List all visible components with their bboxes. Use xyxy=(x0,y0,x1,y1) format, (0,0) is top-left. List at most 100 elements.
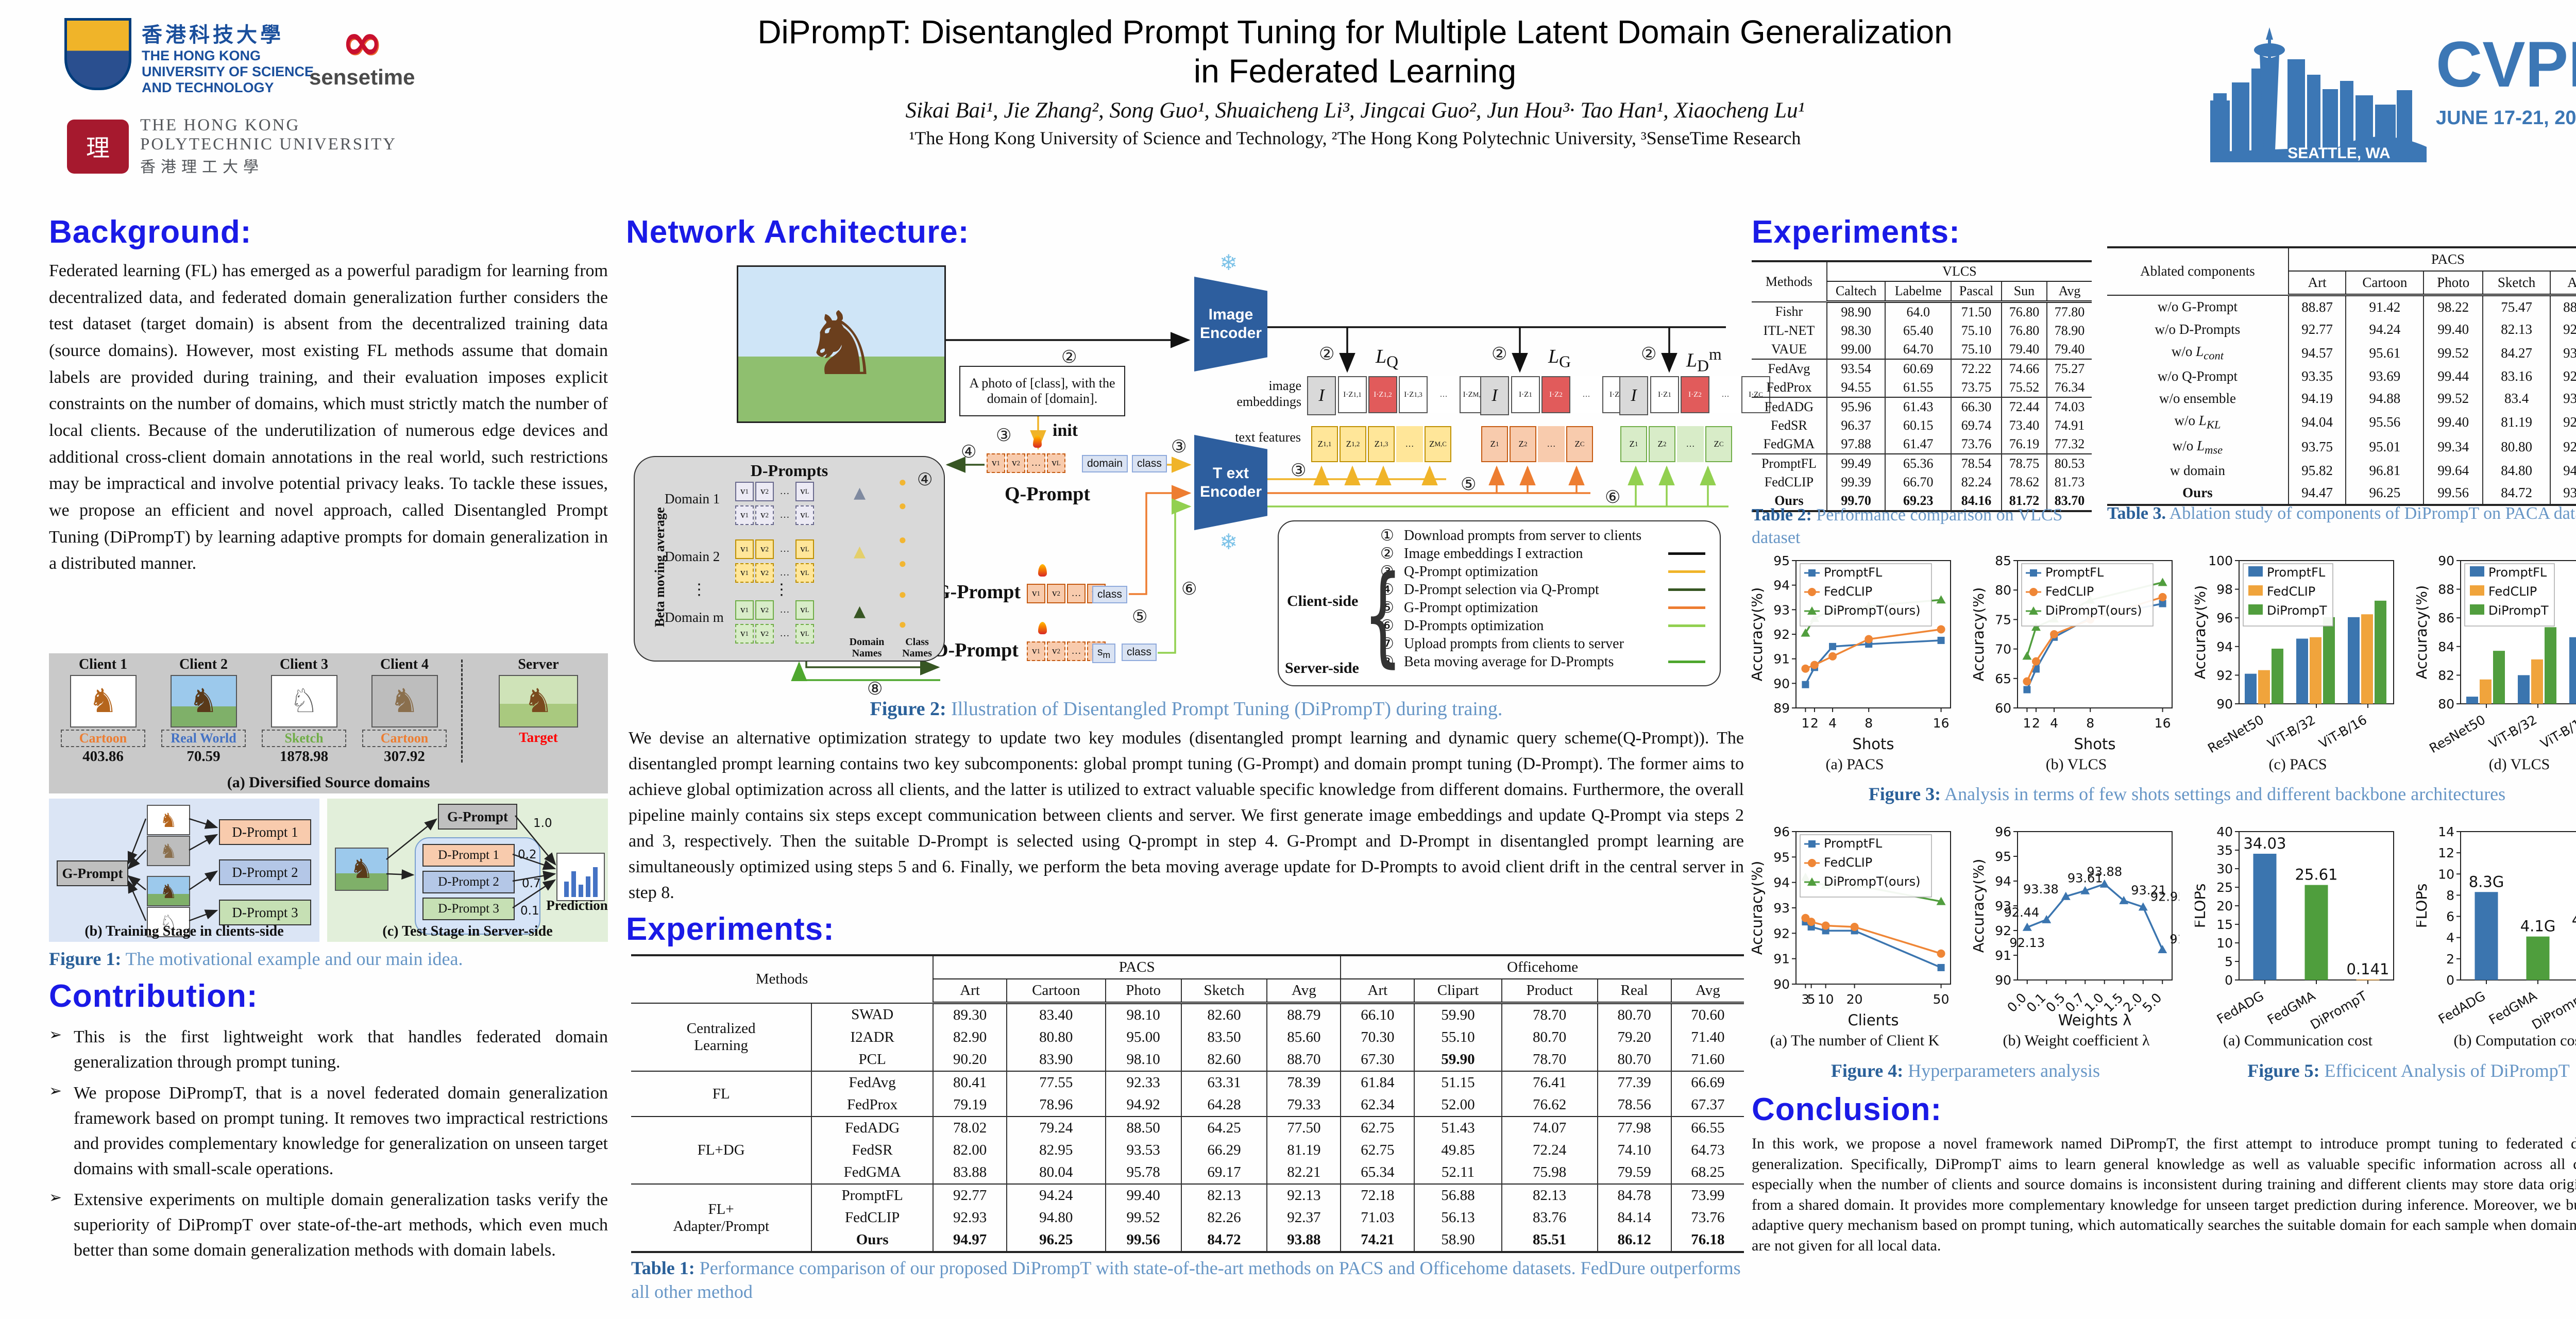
prompt-token: I·Z 1,2 xyxy=(1368,376,1397,413)
table-cell: 78.70 xyxy=(1501,1003,1598,1026)
svg-text:PromptFL: PromptFL xyxy=(2045,565,2104,580)
domain-2-label: Domain 2 xyxy=(665,549,720,564)
prompt-token: … xyxy=(1677,426,1704,462)
table-cell: 95.00 xyxy=(1105,1026,1181,1049)
figure1-caption-text: The motivational example and our main id… xyxy=(121,949,463,969)
svg-text:92.95: 92.95 xyxy=(2150,889,2179,904)
poster-title-line2: in Federated Learning xyxy=(1193,52,1517,90)
table-row: FedAvg 93.54 60.69 72.22 74.66 75.27 xyxy=(1752,359,2092,378)
prompt-token: … xyxy=(1538,426,1565,462)
table-cell: 94.88 xyxy=(2345,387,2424,410)
svg-text:90: 90 xyxy=(1773,676,1790,691)
table-cell: 89.30 xyxy=(933,1003,1007,1026)
domain-m-tokens-avg: v 1 v 2 … v L xyxy=(735,624,816,644)
svg-text:4.7G: 4.7G xyxy=(2572,911,2576,928)
horse-image-cartoon2: ♞ xyxy=(371,675,438,728)
domain-label: Cartoon xyxy=(61,730,145,747)
svg-text:96: 96 xyxy=(2216,611,2233,625)
table-cell: 85.51 xyxy=(1501,1229,1598,1252)
svg-text:98: 98 xyxy=(2216,582,2233,597)
svg-text:ViT-B/32: ViT-B/32 xyxy=(2486,712,2539,751)
g-prompt-label: G-Prompt xyxy=(935,581,1021,603)
method-paragraph: We devise an alternative optimization st… xyxy=(629,729,1744,902)
domain-1-tokens-avg: v 1 v 2 … v L xyxy=(735,505,816,525)
domain-triangle-icon: ▲ xyxy=(854,602,866,620)
d-prompts-panel: D-Prompts Beta moving average Domain 1 v… xyxy=(634,456,945,662)
svg-text:25.61: 25.61 xyxy=(2295,866,2337,884)
prompt-token: … xyxy=(779,628,790,639)
domain-2-tokens: v 1 v 2 … v L xyxy=(735,539,816,559)
svg-text:89: 89 xyxy=(1773,701,1790,716)
table-cell: 70.60 xyxy=(1670,1003,1744,1026)
svg-text:50: 50 xyxy=(1933,992,1950,1007)
svg-text:Accuracy(%): Accuracy(%) xyxy=(2195,585,2209,680)
table-cell: 77.50 xyxy=(1266,1116,1341,1139)
prompt-token: Z M,C xyxy=(1425,426,1451,462)
table-cell: FL+DG xyxy=(631,1116,812,1184)
domain-1-label: Domain 1 xyxy=(665,491,720,506)
table-cell: Ours xyxy=(811,1229,934,1252)
server-side-label: Server-side xyxy=(1285,660,1359,677)
client-4: Client 4 ♞ Cartoon 307.92 xyxy=(358,656,451,765)
client-name: Client 1 xyxy=(78,656,128,672)
table-cell: 94.26 xyxy=(2549,460,2576,482)
svg-text:DiPrompT: DiPrompT xyxy=(2529,988,2576,1029)
figure4-caption-text: Hyperparameters analysis xyxy=(1903,1060,2100,1081)
table-header-cell: Pascal xyxy=(1951,281,2002,303)
d-prompt-1-box: D-Prompt 1 xyxy=(219,819,311,845)
frozen-icon: ❄ xyxy=(1219,529,1238,554)
svg-text:92: 92 xyxy=(2216,668,2233,683)
embeddings-group-q: I I·Z 1,1 I·Z 1,2 I·Z 1,3… I·Z M,C xyxy=(1307,376,1490,415)
prompt-token: … xyxy=(779,486,790,497)
hkust-name-en2: UNIVERSITY OF SCIENCE xyxy=(142,64,314,79)
table2-caption-label: Table 2: xyxy=(1752,505,1812,525)
table-cell: 99.56 xyxy=(1105,1229,1181,1252)
init-label: init xyxy=(1053,421,1078,440)
svg-text:70: 70 xyxy=(1995,642,2011,657)
chart-fig4a: 90 91 92 93 94 95 96 3 5 10 20 50 Accuracy(%) Clients… xyxy=(1748,823,1958,1050)
horse-image-target: ♞ xyxy=(499,675,578,728)
table-cell: 92.54 xyxy=(2549,410,2576,435)
table-cell: 96.25 xyxy=(1006,1229,1106,1252)
table-cell: 93.54 xyxy=(1826,359,1886,378)
hkust-crest-icon xyxy=(64,18,131,90)
hkust-name-en1: THE HONG KONG xyxy=(142,48,261,63)
chart-fig4b: 90 91 92 93 94 95 96 0.0 0.1 0.5 0.7 1.0 1.5 2.0 5.0 Ac… xyxy=(1970,823,2205,1050)
ellipsis: ⋮ xyxy=(691,581,707,598)
table-cell: 84.78 xyxy=(1597,1183,1671,1207)
horse-image-real: ♞ xyxy=(170,675,237,728)
table-cell: 83.16 xyxy=(2482,365,2550,388)
svg-text:DiPrompT(ours): DiPrompT(ours) xyxy=(1824,603,1921,618)
table-cell: 98.10 xyxy=(1105,1003,1181,1026)
table-cell: 74.66 xyxy=(2001,359,2047,378)
image-encoder-box: Image Encoder xyxy=(1194,277,1267,371)
embeddings-group-d: I I·Z 1 I·Z 2… I·Z C xyxy=(1619,376,1772,415)
svg-text:0: 0 xyxy=(2225,973,2233,988)
table-cell: 77.55 xyxy=(1006,1071,1106,1094)
prompt-token: … xyxy=(1396,426,1423,462)
table-cell: 72.24 xyxy=(1501,1139,1598,1161)
prompt-token: … xyxy=(779,544,790,554)
svg-text:12: 12 xyxy=(2438,845,2454,860)
table-cell: 77.39 xyxy=(1597,1071,1671,1094)
table-cell: 83.76 xyxy=(1501,1207,1598,1229)
table-cell: 78.56 xyxy=(1597,1094,1671,1117)
svg-text:93.61: 93.61 xyxy=(2067,871,2103,886)
step-8: ⑧ xyxy=(867,679,883,699)
table3: Ablated components PACS Art Cartoon Photo Ske… xyxy=(2107,246,2576,506)
svg-text:16: 16 xyxy=(2155,716,2171,731)
svg-text:Accuracy(%): Accuracy(%) xyxy=(1752,587,1766,682)
table-cell: 51.43 xyxy=(1414,1116,1502,1139)
table-cell: 93.75 xyxy=(2287,434,2346,460)
table-cell: 80.70 xyxy=(1597,1049,1671,1071)
table-cell: 96.25 xyxy=(2345,482,2424,505)
client-value: 1878.98 xyxy=(279,748,329,765)
table-cell: 82.60 xyxy=(1180,1049,1267,1071)
